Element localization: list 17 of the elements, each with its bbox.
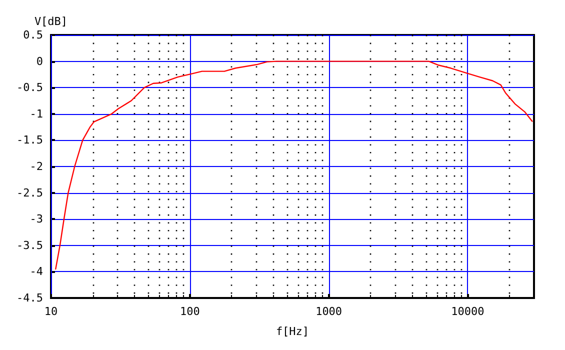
y-tick-label: -2 [30,160,43,173]
x-tick-label: 1000 [316,305,342,318]
y-tick-label: -3 [30,212,43,226]
y-tick-label: -3.5 [16,238,43,252]
x-axis-title: f[Hz] [276,325,310,338]
y-tick-label: -0.5 [16,81,43,94]
x-tick-label: 10000 [451,305,484,318]
x-tick-label: 10 [44,305,58,318]
y-axis-title: V[dB] [34,15,68,28]
y-tick-label: -4 [30,265,44,278]
y-tick-label: -1 [30,107,43,120]
y-tick-label: 0.5 [23,28,43,42]
x-tick-label: 100 [180,305,200,318]
y-tick-label: 0 [36,54,43,68]
y-tick-label: -2.5 [16,186,43,200]
y-tick-label: -4.5 [16,292,43,304]
y-tick-label: -1.5 [16,134,43,147]
